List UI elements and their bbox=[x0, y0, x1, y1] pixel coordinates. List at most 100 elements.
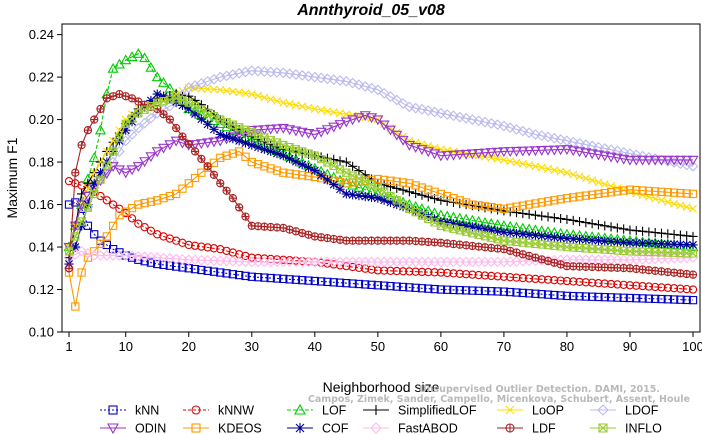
data-point bbox=[670, 199, 679, 208]
data-point bbox=[624, 148, 636, 159]
data-point bbox=[493, 287, 502, 296]
data-point bbox=[342, 179, 351, 188]
data-point bbox=[216, 245, 225, 254]
data-point bbox=[674, 155, 686, 166]
data-point bbox=[512, 202, 521, 211]
data-point bbox=[537, 163, 546, 172]
data-point bbox=[348, 279, 357, 288]
data-point bbox=[247, 253, 256, 262]
data-point bbox=[498, 120, 510, 132]
legend: kNN kNNW LOF SimplifiedLOF LoOP LDOF ODIN KDEOS… bbox=[100, 404, 662, 434]
data-point bbox=[638, 294, 647, 303]
data-point bbox=[493, 272, 502, 281]
data-point bbox=[329, 108, 338, 117]
data-point bbox=[587, 219, 597, 229]
data-point bbox=[657, 196, 666, 205]
data-point bbox=[499, 272, 509, 281]
data-point bbox=[512, 273, 521, 282]
data-point bbox=[506, 287, 515, 297]
data-point bbox=[518, 288, 527, 298]
data-point bbox=[145, 61, 157, 72]
data-point bbox=[258, 125, 270, 136]
data-point bbox=[504, 122, 516, 134]
data-point bbox=[518, 229, 528, 239]
data-point bbox=[575, 172, 584, 181]
series-inflo bbox=[64, 94, 698, 258]
data-point bbox=[542, 145, 554, 156]
data-point bbox=[348, 262, 357, 272]
data-point bbox=[132, 122, 144, 134]
data-point bbox=[385, 182, 396, 192]
data-point bbox=[479, 116, 491, 128]
data-point bbox=[588, 292, 597, 301]
data-point bbox=[184, 240, 193, 250]
data-point bbox=[600, 188, 609, 198]
data-point bbox=[266, 254, 275, 264]
data-point bbox=[429, 106, 440, 118]
data-point bbox=[247, 272, 256, 281]
data-point bbox=[657, 187, 666, 196]
data-point bbox=[209, 244, 219, 253]
data-point bbox=[247, 140, 257, 150]
data-point bbox=[524, 230, 534, 240]
data-point bbox=[468, 200, 477, 209]
series-odin bbox=[63, 111, 699, 253]
data-point bbox=[398, 202, 408, 212]
data-point bbox=[505, 228, 515, 238]
data-point bbox=[322, 175, 333, 185]
data-point bbox=[556, 167, 565, 176]
data-point bbox=[651, 282, 660, 292]
data-point bbox=[600, 180, 609, 189]
data-point bbox=[424, 267, 433, 277]
data-point bbox=[455, 196, 464, 205]
y-tick-label: 0.12 bbox=[29, 282, 54, 297]
data-point bbox=[373, 193, 383, 203]
data-point bbox=[455, 269, 464, 278]
data-point bbox=[335, 156, 345, 166]
data-point bbox=[512, 248, 521, 257]
data-point bbox=[405, 283, 414, 292]
y-tick-label: 0.20 bbox=[29, 112, 54, 127]
data-point bbox=[562, 233, 572, 244]
data-point bbox=[599, 143, 611, 154]
x-tick-label: 100 bbox=[682, 339, 702, 354]
data-point bbox=[593, 236, 604, 246]
data-point bbox=[380, 175, 389, 185]
data-point bbox=[436, 268, 446, 277]
data-point bbox=[644, 227, 654, 237]
data-point bbox=[329, 278, 338, 287]
x-tick-label: 20 bbox=[182, 339, 196, 354]
data-point bbox=[398, 185, 408, 195]
data-point bbox=[606, 236, 616, 247]
data-point bbox=[688, 189, 698, 199]
data-point bbox=[443, 285, 452, 294]
data-point bbox=[222, 151, 231, 160]
data-point bbox=[512, 158, 521, 167]
data-point bbox=[600, 293, 609, 302]
data-point bbox=[216, 153, 225, 162]
data-point bbox=[492, 147, 504, 158]
data-point bbox=[115, 204, 124, 213]
legend-item: LDF bbox=[497, 422, 556, 434]
data-point bbox=[441, 151, 453, 161]
data-point bbox=[550, 166, 559, 175]
data-point bbox=[385, 197, 396, 208]
data-point bbox=[291, 275, 301, 284]
data-point bbox=[235, 147, 244, 156]
data-point bbox=[581, 235, 591, 245]
data-point bbox=[298, 228, 307, 238]
data-point bbox=[391, 130, 403, 141]
data-point bbox=[593, 220, 604, 230]
data-point bbox=[304, 171, 313, 181]
data-point bbox=[651, 187, 660, 196]
data-point bbox=[373, 281, 382, 290]
data-point bbox=[158, 77, 170, 87]
data-point bbox=[260, 93, 269, 102]
x-tick-label: 90 bbox=[623, 339, 637, 354]
legend-label: FastABOD bbox=[398, 422, 458, 434]
data-point bbox=[461, 286, 471, 295]
data-point bbox=[90, 168, 99, 177]
data-point bbox=[480, 286, 490, 296]
y-tick-label: 0.18 bbox=[29, 155, 54, 170]
data-point bbox=[675, 239, 685, 250]
